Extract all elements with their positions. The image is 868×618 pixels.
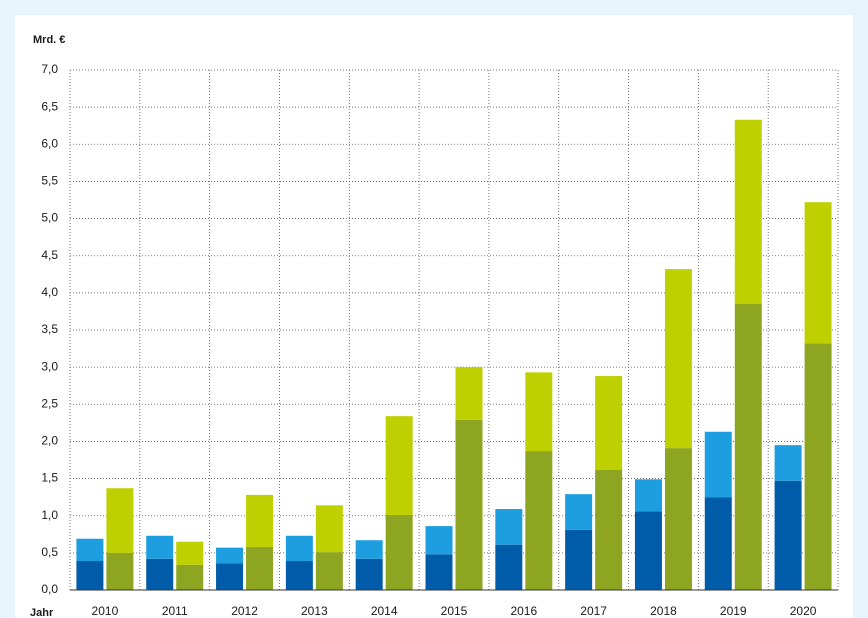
bar-segment bbox=[216, 563, 244, 590]
bar-segment bbox=[216, 547, 244, 564]
x-tick-label: 2011 bbox=[162, 604, 188, 618]
bar-segment bbox=[595, 469, 623, 590]
bar-segment bbox=[525, 451, 553, 590]
bar-segment bbox=[285, 561, 313, 590]
bar-segment bbox=[455, 367, 483, 420]
bar-segment bbox=[455, 419, 483, 590]
bar-segment bbox=[634, 479, 662, 512]
x-tick-label: 2019 bbox=[720, 604, 747, 618]
y-tick-label: 5,5 bbox=[41, 174, 58, 188]
y-tick-label: 6,0 bbox=[41, 136, 58, 150]
bar-segment bbox=[495, 544, 523, 590]
bar-segment bbox=[355, 558, 383, 590]
y-tick-label: 0,5 bbox=[41, 545, 58, 559]
bar-segment bbox=[804, 202, 832, 344]
bar-segment bbox=[176, 564, 204, 590]
bar-segment bbox=[774, 480, 802, 590]
y-tick-label: 2,5 bbox=[41, 396, 58, 410]
bar-segment bbox=[246, 546, 274, 590]
x-tick-label: 2013 bbox=[301, 604, 328, 618]
bar-segment bbox=[525, 372, 553, 452]
x-tick-label: 2010 bbox=[92, 604, 119, 618]
bar-segment bbox=[315, 505, 343, 553]
bar-segment bbox=[146, 558, 174, 590]
y-tick-label: 0,0 bbox=[41, 582, 58, 596]
x-tick-label: 2017 bbox=[580, 604, 607, 618]
y-tick-label: 5,0 bbox=[41, 211, 58, 225]
x-tick-label: 2018 bbox=[650, 604, 677, 618]
bar-segment bbox=[774, 445, 802, 481]
bar-segment bbox=[734, 304, 762, 590]
bar-segment bbox=[106, 552, 134, 590]
bar-segment bbox=[704, 431, 732, 498]
bar-segment bbox=[495, 509, 523, 545]
bar-segment bbox=[385, 514, 413, 590]
y-tick-label: 3,0 bbox=[41, 359, 58, 373]
y-tick-label: 6,5 bbox=[41, 99, 58, 113]
x-tick-label: 2012 bbox=[231, 604, 258, 618]
bar-segment bbox=[704, 497, 732, 590]
x-tick-label: 2014 bbox=[371, 604, 398, 618]
bar-segment bbox=[385, 416, 413, 515]
y-axis-label: Mrd. € bbox=[33, 34, 65, 46]
y-tick-label: 1,0 bbox=[41, 508, 58, 522]
x-tick-label: 2020 bbox=[790, 604, 817, 618]
bar-segment bbox=[734, 119, 762, 305]
y-tick-label: 1,5 bbox=[41, 471, 58, 485]
bar-segment bbox=[565, 529, 593, 590]
bar-segment bbox=[285, 535, 313, 562]
x-axis-label: Jahr bbox=[30, 607, 54, 618]
bar-segment bbox=[634, 511, 662, 590]
bar-segment bbox=[246, 494, 274, 547]
bar-segment bbox=[76, 538, 104, 562]
bar-segment bbox=[804, 343, 832, 590]
bar-segment bbox=[425, 526, 453, 555]
x-tick-label: 2016 bbox=[510, 604, 537, 618]
y-tick-label: 4,5 bbox=[41, 248, 58, 262]
y-tick-label: 2,0 bbox=[41, 434, 58, 448]
bar-segment bbox=[355, 540, 383, 559]
bar-segment bbox=[315, 552, 343, 590]
y-tick-label: 3,5 bbox=[41, 322, 58, 336]
bar-segment bbox=[664, 269, 692, 449]
bar-segment bbox=[76, 561, 104, 590]
y-tick-label: 4,0 bbox=[41, 285, 58, 299]
x-tick-label: 2015 bbox=[441, 604, 468, 618]
y-tick-label: 7,0 bbox=[41, 62, 58, 76]
bar-segment bbox=[425, 554, 453, 590]
bar-segment bbox=[595, 376, 623, 470]
bar-segment bbox=[146, 535, 174, 559]
bar-segment bbox=[565, 494, 593, 530]
bar-segment bbox=[176, 541, 204, 565]
bar-segment bbox=[664, 448, 692, 590]
bar-segment bbox=[106, 488, 134, 553]
